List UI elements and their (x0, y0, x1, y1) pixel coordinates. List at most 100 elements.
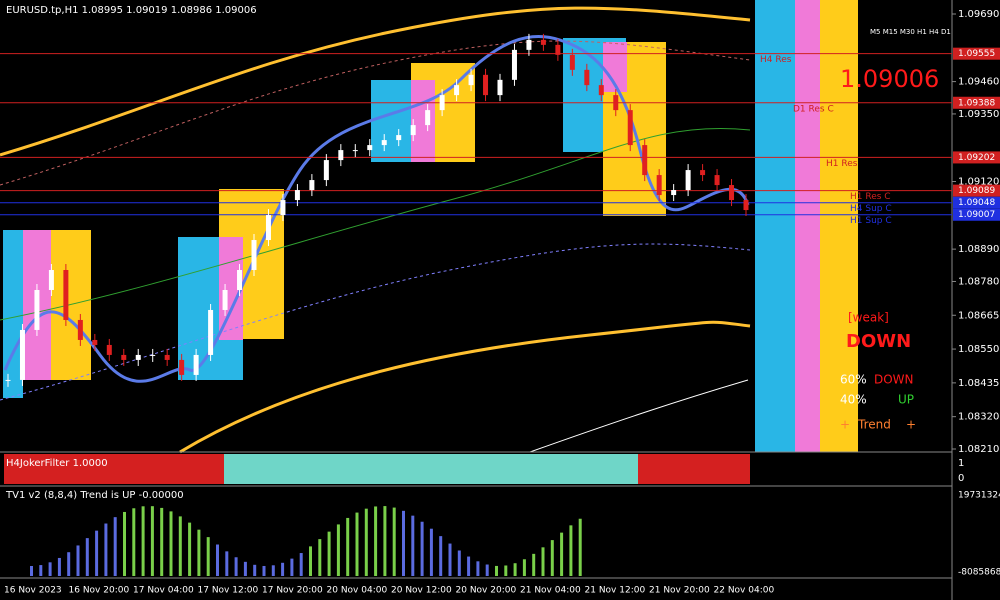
time-label: 22 Nov 04:00 (714, 586, 775, 596)
histogram-bar (550, 540, 554, 576)
price-tick-label: 1.08890 (958, 244, 999, 255)
direction: DOWN (846, 331, 911, 352)
up-pct: 40% (840, 393, 867, 407)
histogram-bar (150, 506, 154, 576)
histogram-bar (281, 562, 285, 576)
histogram-bar (188, 522, 192, 576)
candle (569, 54, 575, 70)
price-tag: 1.09048 (958, 198, 995, 208)
panel-min: 0 (958, 473, 964, 484)
panel-title: H4JokerFilter 1.0000 (6, 458, 108, 469)
level-name: H4 Res (760, 55, 792, 65)
histogram-bar (318, 539, 322, 576)
histogram-bar (355, 512, 359, 576)
time-label: 16 Nov 20:00 (69, 586, 130, 596)
histogram-bar (420, 521, 424, 576)
down-pct: 60% (840, 373, 867, 387)
price-tick-label: 1.09690 (958, 9, 999, 20)
candle (497, 79, 503, 96)
price-tick-label: 1.08320 (958, 412, 999, 423)
candle (685, 170, 691, 191)
candle (251, 240, 257, 271)
histogram-bar (485, 564, 489, 576)
candle (468, 74, 474, 86)
panel-title: TV1 v2 (8,8,4) Trend is UP -0.00000 (5, 490, 184, 501)
price-tick-label: 1.08665 (958, 310, 999, 321)
histogram-bar (560, 532, 564, 576)
histogram-bar (271, 565, 275, 576)
candle (526, 39, 532, 50)
candle (656, 175, 662, 196)
up-label: UP (898, 393, 914, 407)
candle (135, 354, 141, 360)
histogram-bar (141, 506, 145, 576)
histogram-bar (457, 550, 461, 576)
candle (48, 270, 54, 290)
candle (5, 379, 11, 381)
price-tag: 1.09202 (958, 153, 995, 163)
histogram-bar (132, 508, 136, 576)
price-tick-label: 1.08210 (958, 444, 999, 455)
histogram-bar (178, 516, 182, 576)
level-name: H1 Res (826, 159, 858, 169)
timeframes: M5 M15 M30 H1 H4 D1 (870, 28, 951, 36)
candle (367, 145, 373, 151)
level-name: H1 Res C (850, 192, 891, 202)
histogram-bar (253, 564, 257, 576)
candle (729, 185, 735, 201)
histogram-bar (374, 506, 378, 576)
histogram-bar (327, 531, 331, 576)
histogram-bar (76, 545, 80, 576)
histogram-bar (541, 547, 545, 576)
candle (511, 49, 517, 80)
price-tag-bg (953, 96, 1000, 109)
candle (34, 289, 40, 330)
histogram-bar (123, 511, 126, 576)
histogram-bar (197, 529, 201, 576)
price-tag: 1.09007 (958, 210, 995, 220)
candle (425, 110, 431, 126)
histogram-bar (290, 558, 294, 576)
candle (627, 110, 633, 146)
histogram-bar (569, 525, 573, 576)
candle (106, 344, 112, 355)
price-tag-bg (953, 208, 1000, 221)
candle (323, 160, 329, 181)
time-label: 21 Nov 12:00 (585, 586, 646, 596)
panel-max: 1 (958, 458, 964, 469)
candle (280, 200, 286, 216)
candle (193, 354, 199, 375)
time-label: 16 Nov 2023 (4, 586, 62, 596)
price-tick-label: 1.09350 (958, 109, 999, 120)
histogram-bar (402, 510, 405, 576)
candle (613, 95, 619, 111)
candle (208, 309, 214, 355)
histogram-bar (30, 566, 33, 576)
level-name: H1 Sup C (850, 216, 892, 226)
time-label: 21 Nov 04:00 (520, 586, 581, 596)
candle (584, 69, 590, 86)
histogram-bar (95, 530, 99, 576)
level-name: H4 Sup C (850, 204, 892, 214)
candle (598, 85, 604, 96)
histogram-bar (243, 561, 247, 576)
price-tick-label: 1.08780 (958, 276, 999, 287)
histogram-bar (85, 538, 89, 576)
histogram-bar (439, 536, 443, 576)
candle (439, 95, 445, 111)
histogram-bar (467, 556, 471, 576)
candle (265, 215, 271, 241)
down-label: DOWN (874, 373, 914, 387)
candle (381, 140, 387, 146)
candle (164, 354, 170, 360)
candle (77, 319, 83, 340)
candle (63, 270, 69, 320)
histogram-bar (513, 563, 517, 576)
histogram-bar (429, 528, 433, 576)
symbol-header: EURUSD.tp,H1 1.08995 1.09019 1.08986 1.0… (6, 5, 257, 16)
panel-max: 19731324 (958, 491, 1000, 501)
histogram-bar (309, 546, 312, 576)
histogram-bar (532, 553, 536, 576)
candle (396, 135, 402, 141)
